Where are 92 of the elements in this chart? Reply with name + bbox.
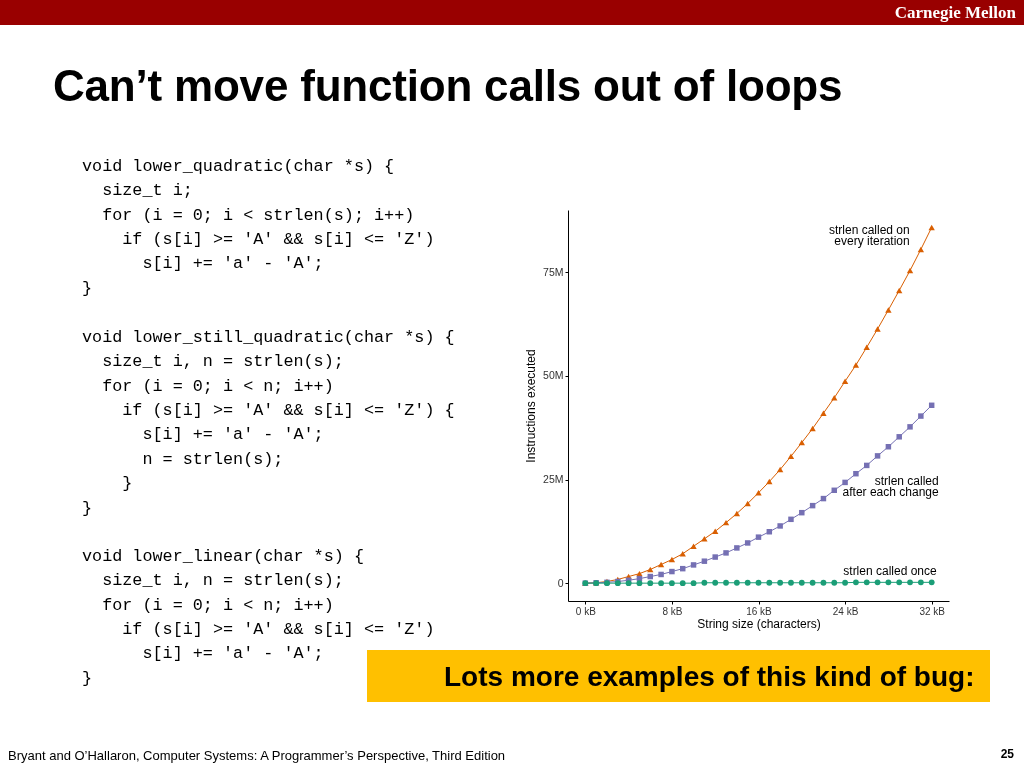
point [755,490,762,496]
point [657,561,665,568]
point [755,534,762,540]
text: void lower_still_quadratic(char *s) { size_t i, n = strlen(s); for (i = 0; i < n; i++) if (s[i] >= 'A' && s[i] <= 'Z') { s[i] += 'a' - 'A'; n = strlen(s); } } [82,327,455,518]
point [679,580,686,587]
text: 25 [1000,747,1014,762]
point [885,307,892,313]
x-tick-label: 16 kB [746,605,773,617]
text: Bryant and O’Hallaron, Computer Systems: A Programmer’s Perspective, Third Edition [8,748,506,764]
point [658,571,664,578]
point [820,579,827,586]
text: void lower_quadratic(char *s) { size_t i; for (i = 0; i < strlen(s); i++) if (s[i] >= 'A' && s[i] <= 'Z') s[i] += 'a' - 'A'; } [82,156,435,298]
x-tick-label: 24 kB [832,605,859,617]
point [809,425,816,432]
point [863,579,870,586]
point [690,580,697,587]
point [636,580,643,587]
y-tick-label: 50M [543,369,564,382]
series-label: strlen called after each change [842,474,939,500]
x-tick-label: 0 kB [575,605,597,617]
point [690,562,697,568]
point [928,224,935,231]
point [787,453,795,460]
point [636,570,643,577]
point [809,579,816,586]
point [701,536,708,542]
point [885,579,892,586]
point [820,410,827,416]
y-tick-label: 75M [543,265,564,278]
point [928,579,935,586]
point [874,453,881,459]
point [744,579,751,586]
point [917,579,924,586]
point [842,479,848,486]
point [863,344,870,350]
point [777,579,784,586]
point [842,579,849,586]
point [896,287,903,294]
point [647,580,654,587]
text: Lots more examples of this kind of bug: [444,660,975,693]
point [712,554,718,560]
point [734,545,740,551]
point [907,579,913,586]
point [831,395,838,401]
point [712,579,719,586]
point [701,579,708,586]
point [874,579,881,586]
point [852,362,860,368]
text: Carnegie Mellon [894,3,1016,22]
x-tick-label: 8 kB [662,605,683,617]
series-label: strlen called on every iteration [828,223,910,249]
point [799,509,805,516]
point [788,516,794,523]
point [744,540,751,546]
point [896,434,902,440]
point [907,424,913,430]
point [766,579,773,586]
series-label: strlen called once [843,564,937,579]
point [733,510,741,517]
point [896,579,903,586]
point [669,568,675,575]
point [853,470,859,477]
point [776,466,784,473]
chart-title: Can’t move function calls out of loops [53,60,843,112]
point [831,579,838,586]
point [918,413,924,419]
point [777,523,783,529]
x-tick-label: 32 kB [919,605,946,617]
point [723,550,729,556]
point [625,580,632,587]
point [723,579,729,586]
text: void lower_linear(char *s) { size_t i, n = strlen(s); for (i = 0; i < n; i++) if (s[i] >= 'A' && s[i] <= 'Z') s[i] += 'a' - 'A'; } [82,546,435,688]
point [658,580,664,587]
point [712,528,719,535]
point [668,580,675,587]
point [917,246,925,253]
point [788,579,794,586]
point [701,558,708,564]
point [906,267,914,274]
point [647,566,654,573]
point [798,579,805,586]
point [841,378,849,384]
point [874,326,881,332]
y-axis-title: Instructions executed [524,349,539,463]
point [755,579,762,586]
point [853,579,859,586]
point [733,579,740,586]
x-axis-title: String size (characters) [697,616,821,631]
y-tick-label: 0 [557,576,564,589]
point [690,543,697,550]
y-tick-label: 25M [543,473,564,486]
point [668,556,676,563]
